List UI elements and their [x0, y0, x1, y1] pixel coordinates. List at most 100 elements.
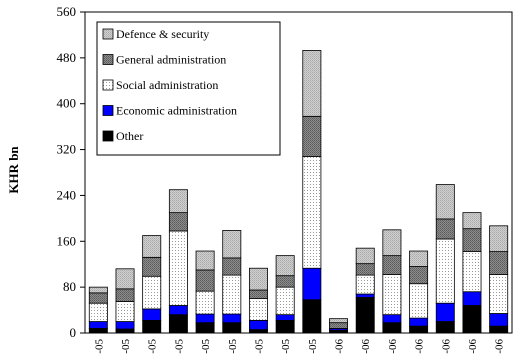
bar-segment-social-administration — [88, 302, 108, 322]
bar-segment-defence-security — [88, 286, 108, 294]
bar-segment-social-administration — [275, 286, 295, 316]
x-tick-label: -06 — [467, 339, 479, 354]
bar-segment-general-administration — [409, 266, 429, 285]
x-tick-label: -05 — [280, 339, 292, 354]
bar-segment-other — [329, 329, 349, 334]
bar-segment-social-administration — [489, 274, 509, 314]
bar-segment-general-administration — [248, 289, 268, 300]
bar-segment-general-administration — [222, 257, 242, 276]
y-axis-title: KHR bn — [6, 146, 21, 194]
bar-segment-other — [462, 305, 482, 334]
bar-segment-general-administration — [355, 263, 375, 276]
x-tick-label: -06 — [414, 339, 426, 354]
legend-swatch-social-administration — [102, 79, 114, 91]
bar-stack — [115, 268, 135, 334]
legend-label-defence-security: Defence & security — [116, 27, 209, 41]
bar-segment-social-administration — [302, 156, 322, 269]
bar-segment-defence-security — [355, 247, 375, 265]
bar-segment-other — [222, 322, 242, 334]
bar-segment-economic-administration — [168, 305, 188, 316]
bar-segment-economic-administration — [142, 308, 162, 321]
bar-segment-defence-security — [248, 267, 268, 291]
bar-segment-social-administration — [248, 298, 268, 321]
legend-label-economic-administration: Economic administration — [116, 104, 237, 118]
bar-segment-economic-administration — [115, 321, 135, 330]
y-tick-label: 400 — [57, 96, 77, 111]
bar-segment-defence-security — [222, 229, 242, 259]
bar-stack — [355, 247, 375, 334]
legend-box — [96, 21, 281, 156]
y-tick-label: 160 — [57, 233, 77, 248]
bar-segment-economic-administration — [302, 267, 322, 301]
bar-segment-other — [355, 297, 375, 334]
bar-segment-general-administration — [88, 292, 108, 304]
legend-swatch-general-administration — [102, 54, 114, 65]
x-tick-label: -05 — [200, 339, 212, 354]
bar-segment-social-administration — [168, 230, 188, 306]
x-tick-label: -06 — [440, 339, 452, 354]
bar-stack — [382, 229, 402, 334]
bar-stack — [248, 267, 268, 334]
bar-segment-defence-security — [435, 184, 455, 220]
bar-stack — [168, 189, 188, 334]
bar-segment-other — [195, 322, 215, 334]
x-tick-label: -05 — [253, 339, 265, 354]
bar-segment-defence-security — [275, 255, 295, 277]
bar-segment-economic-administration — [462, 291, 482, 306]
bar-segment-other — [489, 325, 509, 334]
bar-segment-other — [302, 299, 322, 334]
y-tick-label: 320 — [57, 142, 77, 157]
x-tick-label: -05 — [93, 339, 105, 354]
bar-segment-general-administration — [275, 275, 295, 288]
bar-segment-social-administration — [409, 283, 429, 319]
x-tick-label: -06 — [494, 339, 506, 354]
bar-segment-other — [168, 314, 188, 334]
bar-segment-social-administration — [142, 275, 162, 310]
bar-segment-economic-administration — [435, 302, 455, 322]
bar-segment-general-administration — [168, 212, 188, 232]
bar-segment-general-administration — [142, 256, 162, 277]
bar-segment-defence-security — [168, 189, 188, 214]
x-tick-label: -05 — [227, 339, 239, 354]
bar-segment-other — [382, 322, 402, 334]
bar-segment-general-administration — [489, 251, 509, 275]
bar-stack — [489, 225, 509, 334]
x-tick-label: -05 — [147, 339, 159, 354]
legend-label-other: Other — [116, 129, 143, 143]
bar-segment-economic-administration — [248, 319, 268, 330]
legend-swatch-defence-security — [102, 28, 114, 40]
bar-segment-other — [435, 321, 455, 334]
bar-segment-other — [88, 328, 108, 334]
legend-swatch-economic-administration — [102, 105, 114, 116]
plot-frame — [84, 11, 513, 334]
bar-segment-other — [275, 319, 295, 334]
bar-segment-economic-administration — [222, 313, 242, 324]
legend-swatch-other — [102, 130, 114, 142]
x-tick-label: -06 — [387, 339, 399, 354]
bar-segment-economic-administration — [382, 314, 402, 324]
bar-stack — [222, 229, 242, 334]
bar-segment-defence-security — [195, 250, 215, 271]
y-tick-label: 0 — [70, 325, 77, 340]
bar-segment-social-administration — [435, 238, 455, 304]
legend: Defence & security General administration… — [96, 21, 281, 156]
bar-segment-social-administration — [382, 274, 402, 316]
bar-stack — [88, 286, 108, 334]
x-tick-label: -06 — [360, 339, 372, 354]
x-tick-label: -05 — [307, 339, 319, 354]
bar-segment-general-administration — [435, 218, 455, 240]
bar-segment-general-administration — [115, 288, 135, 302]
legend-label-general-administration: General administration — [116, 53, 226, 67]
bar-segment-economic-administration — [195, 313, 215, 324]
bar-segment-economic-administration — [409, 317, 429, 327]
bar-segment-defence-security — [489, 225, 509, 253]
bar-segment-economic-administration — [489, 313, 509, 327]
bar-segment-social-administration — [115, 301, 135, 322]
bar-stack — [195, 250, 215, 334]
bar-segment-social-administration — [355, 274, 375, 295]
y-tick-label: 240 — [57, 187, 77, 202]
bar-segment-general-administration — [462, 228, 482, 253]
bar-segment-social-administration — [195, 290, 215, 315]
legend-label-social-administration: Social administration — [116, 78, 218, 92]
